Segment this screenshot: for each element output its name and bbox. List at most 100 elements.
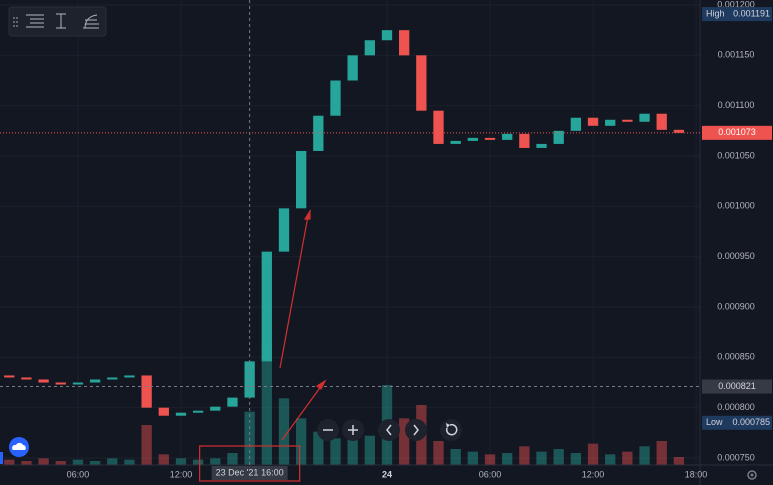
high-tag-value: 0.001191 bbox=[733, 8, 770, 18]
candle-body bbox=[433, 110, 444, 144]
candle-body bbox=[278, 208, 290, 252]
candle-body bbox=[72, 382, 84, 385]
x-tick-label: 12:00 bbox=[170, 469, 193, 479]
tool-button[interactable] bbox=[26, 14, 44, 28]
volume-bar bbox=[622, 451, 633, 465]
zoom-in[interactable] bbox=[342, 419, 364, 441]
candle-body bbox=[416, 55, 427, 111]
volume-bar bbox=[587, 443, 599, 465]
candle-body bbox=[536, 143, 547, 148]
candle-body bbox=[38, 379, 49, 383]
annotation-box bbox=[199, 445, 301, 482]
y-tick-label: 0.001200 bbox=[717, 0, 755, 9]
last-price-label: 0.001073 bbox=[718, 127, 756, 137]
scroll-left[interactable] bbox=[378, 419, 400, 441]
volume-bar bbox=[313, 431, 324, 465]
volume-bar bbox=[72, 459, 84, 465]
zoom-controls bbox=[317, 419, 462, 441]
candle-body bbox=[656, 113, 667, 130]
candle-body bbox=[673, 129, 685, 133]
scroll-right[interactable] bbox=[405, 419, 427, 441]
candle-body bbox=[141, 375, 152, 408]
volume-bar bbox=[158, 454, 169, 465]
low-tag-name: Low bbox=[706, 417, 723, 427]
candle-body bbox=[570, 117, 582, 131]
edge-marker bbox=[0, 452, 3, 464]
candle-body bbox=[622, 119, 633, 122]
volume-bar bbox=[278, 398, 290, 465]
crosshair-date-label: 23 Dec '21 bbox=[216, 467, 259, 477]
candle-body bbox=[107, 377, 118, 380]
volume-bar bbox=[399, 418, 410, 465]
candle-body bbox=[261, 251, 272, 362]
volume-bar bbox=[175, 458, 187, 465]
crosshair-time-tag bbox=[211, 466, 288, 480]
volume-bar bbox=[4, 459, 15, 465]
volume-bar bbox=[227, 453, 238, 465]
candle-body bbox=[605, 119, 616, 126]
candle-body bbox=[381, 30, 393, 41]
volume-bar bbox=[484, 454, 496, 465]
candle-body bbox=[21, 377, 32, 380]
volume-bar bbox=[192, 459, 204, 465]
candle-body bbox=[158, 407, 169, 416]
cloud-icon[interactable] bbox=[9, 437, 29, 457]
candle-body bbox=[192, 410, 204, 413]
x-tick-label: 24 bbox=[382, 469, 392, 479]
volume-bar bbox=[673, 457, 685, 465]
crosshair-time-label: 16:00 bbox=[261, 467, 284, 477]
low-tag-value: 0.000785 bbox=[732, 417, 770, 427]
volume-bar bbox=[364, 435, 375, 465]
candle-body bbox=[399, 30, 410, 56]
candle-body bbox=[89, 379, 101, 383]
tool-button[interactable] bbox=[83, 14, 99, 29]
x-tick-label: 06:00 bbox=[67, 469, 90, 479]
volume-bar bbox=[21, 461, 32, 465]
settings-button[interactable] bbox=[747, 470, 757, 480]
y-tick-label: 0.000800 bbox=[717, 402, 755, 412]
candle-body bbox=[175, 412, 187, 416]
low-tag bbox=[702, 415, 772, 430]
grid bbox=[0, 0, 700, 465]
last-price-tag bbox=[702, 125, 772, 140]
volume-bar bbox=[38, 458, 49, 465]
candle-body bbox=[313, 115, 324, 151]
reset-chart[interactable] bbox=[440, 419, 462, 441]
candle-body bbox=[347, 55, 358, 81]
volume-bar bbox=[553, 449, 564, 465]
crosshair-price-tag bbox=[702, 379, 772, 394]
volume-bar bbox=[347, 425, 358, 465]
x-tick-label: 12:00 bbox=[582, 469, 605, 479]
candle-body bbox=[467, 137, 478, 141]
y-tick-label: 0.000750 bbox=[717, 452, 755, 462]
y-tick-label: 0.001100 bbox=[718, 100, 755, 110]
x-tick-label: 18:00 bbox=[685, 469, 708, 479]
candle-body bbox=[587, 117, 599, 126]
candle-body bbox=[502, 133, 513, 140]
y-tick-label: 0.001050 bbox=[717, 150, 755, 160]
candle-body bbox=[4, 375, 15, 378]
volume-bar bbox=[330, 438, 341, 465]
y-tick-label: 0.000900 bbox=[717, 301, 755, 311]
crosshair-price-label: 0.000821 bbox=[718, 381, 756, 391]
volume-bar bbox=[502, 453, 513, 465]
volume-bar bbox=[467, 451, 478, 465]
high-tag-name: High bbox=[706, 8, 725, 18]
volume-bar bbox=[296, 418, 307, 465]
y-tick-label: 0.001000 bbox=[717, 201, 755, 211]
candle-body bbox=[519, 133, 530, 148]
zoom-out[interactable] bbox=[317, 419, 339, 441]
annotation bbox=[279, 208, 327, 441]
volume-bar bbox=[261, 345, 272, 465]
candle-body bbox=[210, 406, 221, 411]
volume-bar bbox=[639, 446, 650, 465]
volume-bar bbox=[536, 451, 547, 465]
tool-button[interactable] bbox=[56, 13, 66, 29]
volume-bar bbox=[141, 425, 152, 465]
candle-body bbox=[124, 375, 135, 378]
candle-body bbox=[364, 40, 375, 56]
candle-body bbox=[296, 150, 307, 209]
